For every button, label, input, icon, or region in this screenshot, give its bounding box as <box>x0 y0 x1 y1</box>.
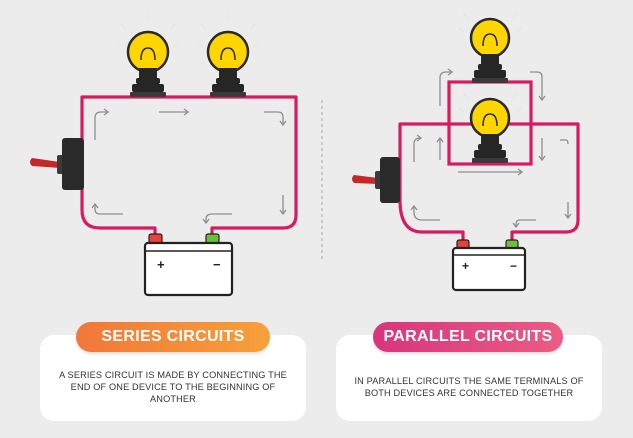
series-battery: + − <box>143 233 234 297</box>
current-flow-arrow-icon <box>512 219 536 229</box>
current-flow-arrow-icon <box>91 202 123 215</box>
parallel-battery: + − <box>451 239 527 292</box>
current-flow-arrow-icon <box>560 139 569 145</box>
current-flow-arrow-icon <box>202 213 232 225</box>
current-flow-arrow-icon <box>436 136 444 160</box>
current-flow-arrow-icon <box>458 168 524 176</box>
battery-minus-label: − <box>510 259 517 273</box>
parallel-title: PARALLEL CIRCUITS <box>383 328 553 345</box>
battery-icon <box>451 239 527 292</box>
current-flow-arrow-icon <box>439 68 454 106</box>
series-bulb-2 <box>195 14 261 97</box>
light-bulb-icon <box>457 12 523 83</box>
current-flow-arrow-icon <box>538 138 546 162</box>
series-flow-arrows <box>91 108 287 225</box>
parallel-flow-arrows <box>410 68 572 229</box>
series-bulb-1 <box>115 14 181 97</box>
current-flow-arrow-icon <box>413 134 423 162</box>
battery-icon <box>143 233 234 297</box>
light-bulb-icon <box>457 92 523 163</box>
current-flow-arrow-icon <box>279 195 287 216</box>
series-wire <box>80 95 298 240</box>
parallel-bulb-top <box>457 12 523 83</box>
parallel-wire-outer <box>398 122 580 246</box>
current-flow-arrow-icon <box>564 202 572 220</box>
battery-plus-label: + <box>462 259 469 273</box>
parallel-description: IN PARALLEL CIRCUITS THE SAME TERMINALS … <box>354 376 584 398</box>
current-flow-arrow-icon <box>410 204 440 221</box>
series-circuit: + − <box>30 14 298 297</box>
battery-minus-label: − <box>213 257 221 272</box>
toggle-switch-icon <box>352 157 400 203</box>
parallel-bulb-middle <box>457 92 523 163</box>
current-flow-arrow-icon <box>530 71 546 102</box>
light-bulb-icon <box>115 14 181 97</box>
current-flow-arrow-icon <box>94 108 110 140</box>
series-title: SERIES CIRCUITS <box>101 328 245 345</box>
series-description: A SERIES CIRCUIT IS MADE BY CONNECTING T… <box>59 370 287 404</box>
series-title-badge: SERIES CIRCUITS <box>76 322 270 352</box>
battery-plus-label: + <box>157 257 165 272</box>
current-flow-arrow-icon <box>264 111 287 127</box>
toggle-switch-icon <box>30 138 84 190</box>
parallel-title-badge: PARALLEL CIRCUITS <box>373 322 563 352</box>
parallel-circuit: + − <box>352 12 580 292</box>
light-bulb-icon <box>195 14 261 97</box>
current-flow-arrow-icon <box>159 108 190 116</box>
